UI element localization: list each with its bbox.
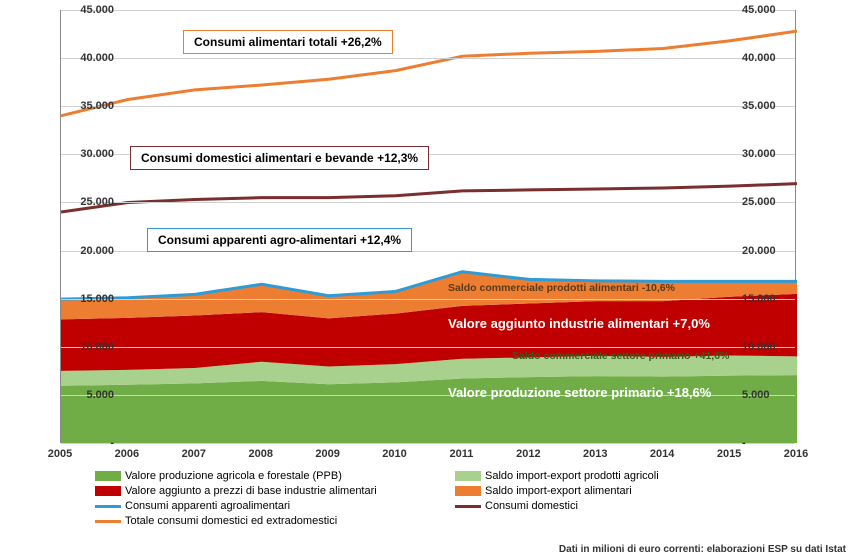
y-axis-label-left: 15.000	[64, 293, 114, 305]
y-axis-label-left: 25.000	[64, 196, 114, 208]
chart-svg	[61, 10, 797, 443]
y-axis-label-right: 25.000	[742, 196, 792, 208]
y-axis-label-left: 5.000	[64, 389, 114, 401]
y-axis-label-right: 20.000	[742, 245, 792, 257]
legend-item: Valore produzione agricola e forestale (…	[95, 470, 455, 482]
legend-label: Valore produzione agricola e forestale (…	[125, 470, 342, 482]
legend-label: Totale consumi domestici ed extradomesti…	[125, 515, 337, 527]
legend-item: Valore aggiunto a prezzi di base industr…	[95, 485, 455, 497]
x-axis-label: 2011	[431, 448, 491, 460]
annotation-consumi-totali: Consumi alimentari totali +26,2%	[183, 30, 393, 54]
legend-item: Saldo import-export prodotti agricoli	[455, 470, 815, 482]
x-axis-label: 2015	[699, 448, 759, 460]
legend-swatch-icon	[455, 471, 481, 481]
gridline	[61, 10, 795, 11]
legend-item: Consumi apparenti agroalimentari	[95, 500, 455, 512]
legend-label: Consumi domestici	[485, 500, 578, 512]
legend-label: Valore aggiunto a prezzi di base industr…	[125, 485, 377, 497]
legend-item: Saldo import-export alimentari	[455, 485, 815, 497]
label-valore-industrie: Valore aggiunto industrie alimentari +7,…	[448, 316, 710, 331]
legend-line-icon	[455, 505, 481, 508]
gridline	[61, 443, 795, 444]
y-axis-label-right: 30.000	[742, 148, 792, 160]
gridline	[61, 106, 795, 107]
gridline	[61, 58, 795, 59]
annotation-consumi-domestici: Consumi domestici alimentari e bevande +…	[130, 146, 429, 170]
x-axis-label: 2009	[298, 448, 358, 460]
y-axis-label-left: 35.000	[64, 100, 114, 112]
y-axis-label-right: 5.000	[742, 389, 792, 401]
y-axis-label-left: 20.000	[64, 245, 114, 257]
x-axis-label: 2016	[766, 448, 826, 460]
y-axis-label-right: 15.000	[742, 293, 792, 305]
legend-item: Totale consumi domestici ed extradomesti…	[95, 515, 455, 527]
y-axis-label-left: 45.000	[64, 4, 114, 16]
y-axis-label-right: 40.000	[742, 52, 792, 64]
gridline	[61, 347, 795, 348]
x-axis-label: 2005	[30, 448, 90, 460]
y-axis-label-left: 40.000	[64, 52, 114, 64]
label-saldo-primario: Saldo commerciale settore primario +41,6…	[512, 350, 729, 362]
gridline	[61, 299, 795, 300]
legend-line-icon	[95, 505, 121, 508]
x-axis-label: 2014	[632, 448, 692, 460]
gridline	[61, 202, 795, 203]
legend-label: Saldo import-export prodotti agricoli	[485, 470, 659, 482]
legend-line-icon	[95, 520, 121, 523]
x-axis-label: 2013	[565, 448, 625, 460]
plot-area	[60, 10, 796, 443]
legend-swatch-icon	[95, 486, 121, 496]
legend-swatch-icon	[455, 486, 481, 496]
x-axis-label: 2012	[498, 448, 558, 460]
legend-swatch-icon	[95, 471, 121, 481]
annotation-consumi-apparenti: Consumi apparenti agro-alimentari +12,4%	[147, 228, 412, 252]
y-axis-label-left: 30.000	[64, 148, 114, 160]
line-consumi_domestici	[61, 184, 797, 212]
label-saldo-alimentari: Saldo commerciale prodotti alimentari -1…	[448, 282, 675, 294]
y-axis-label-right: 35.000	[742, 100, 792, 112]
x-axis-label: 2008	[231, 448, 291, 460]
line-consumi_totali	[61, 31, 797, 116]
y-axis-label-left: 10.000	[64, 341, 114, 353]
legend-label: Consumi apparenti agroalimentari	[125, 500, 290, 512]
y-axis-label-right: 45.000	[742, 4, 792, 16]
label-valore-primario: Valore produzione settore primario +18,6…	[448, 385, 711, 400]
legend-item: Consumi domestici	[455, 500, 815, 512]
legend-label: Saldo import-export alimentari	[485, 485, 632, 497]
x-axis-label: 2007	[164, 448, 224, 460]
y-axis-label-right: 10.000	[742, 341, 792, 353]
x-axis-label: 2006	[97, 448, 157, 460]
chart-container: Consumi alimentari totali +26,2% Consumi…	[0, 0, 856, 559]
legend: Valore produzione agricola e forestale (…	[95, 470, 825, 530]
footer-note: Dati in milioni di euro correnti: elabor…	[559, 544, 846, 555]
x-axis-label: 2010	[365, 448, 425, 460]
